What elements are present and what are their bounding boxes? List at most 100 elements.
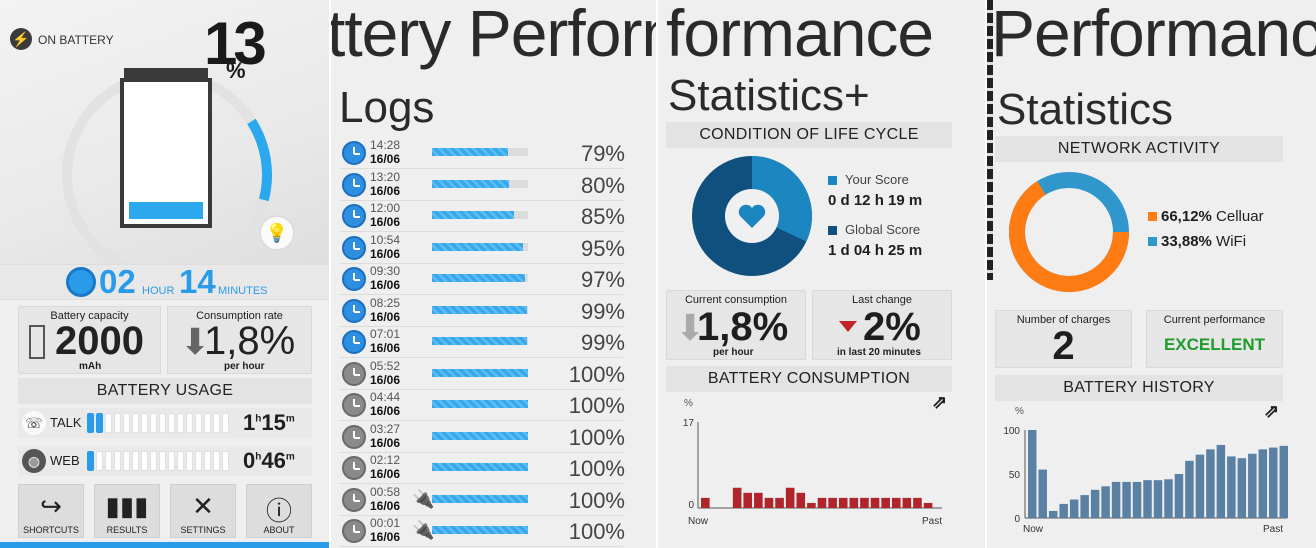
- log-date: 16/06: [370, 183, 401, 198]
- log-level-track: [432, 526, 528, 534]
- log-row[interactable]: 05:52 16/06 100%: [339, 359, 625, 390]
- consumption-bar: [817, 497, 827, 508]
- consumption-bar: [807, 502, 816, 508]
- statistics-title: Statistics: [997, 85, 1174, 134]
- log-row[interactable]: 04:44 16/06 100%: [339, 390, 625, 421]
- current-consumption-title: Current consumption: [684, 294, 788, 306]
- consumption-bar: [796, 492, 806, 508]
- info-icon: ⓘ: [265, 496, 292, 526]
- scroll-edge: [987, 0, 993, 280]
- log-time: 02:12: [370, 453, 401, 467]
- history-bar: [1269, 447, 1278, 518]
- log-level-track: [432, 463, 528, 471]
- panel-divider: [656, 0, 658, 548]
- battery-level-arc: [247, 118, 272, 202]
- log-row[interactable]: 09:30 16/06 97%: [339, 264, 625, 295]
- history-bar: [1248, 453, 1257, 518]
- log-row[interactable]: 10:54 16/06 95%: [339, 233, 625, 264]
- last-change-value: 2%: [863, 305, 921, 349]
- capacity-unit: mAh: [79, 361, 102, 372]
- log-percent: 97%: [580, 267, 625, 292]
- shortcuts-tile[interactable]: ↪ SHORTCUTS: [18, 484, 84, 538]
- cellular-slice: [1009, 181, 1129, 292]
- clock-icon: [342, 487, 366, 512]
- network-activity-header: NETWORK ACTIVITY: [995, 136, 1283, 162]
- clock-icon: [342, 456, 366, 480]
- log-percent: 100%: [568, 487, 625, 513]
- clock-icon: [342, 172, 366, 197]
- consumption-bar: [902, 497, 912, 508]
- consumption-bar: [701, 497, 710, 508]
- log-date: 16/06: [370, 498, 401, 513]
- log-percent: 100%: [568, 393, 625, 418]
- settings-tile[interactable]: ✕ SETTINGS: [170, 484, 236, 538]
- battery-icon: [120, 78, 212, 228]
- log-row[interactable]: 02:12 16/06 100%: [339, 453, 625, 484]
- log-level-fill: [432, 337, 527, 345]
- panel-divider: [329, 0, 331, 548]
- log-level-fill: [432, 463, 528, 471]
- log-time: 08:25: [370, 295, 401, 310]
- history-bar: [1122, 481, 1131, 518]
- remaining-hours: 02: [99, 263, 136, 300]
- charges-title: Number of charges: [1016, 314, 1111, 326]
- clock-icon: [342, 204, 366, 228]
- log-date: 16/06: [370, 435, 401, 450]
- about-tile[interactable]: ⓘ ABOUT: [246, 484, 312, 538]
- log-row[interactable]: 12:00 16/06 85%: [339, 201, 625, 232]
- history-bar: [1143, 480, 1152, 518]
- cellular-legend: 66,12% Celluar: [1161, 208, 1264, 225]
- log-level-track: [432, 400, 528, 408]
- history-bar: [1048, 510, 1058, 518]
- talk-usage-row: ☏ TALK 1h15m: [18, 408, 312, 438]
- log-percent: 99%: [580, 330, 625, 355]
- clock-icon: [342, 361, 366, 386]
- log-row[interactable]: 07:01 16/06 99%: [339, 327, 625, 358]
- clock-icon: [342, 141, 366, 165]
- remaining-minutes: 14: [179, 263, 216, 300]
- history-bar: [1237, 458, 1247, 518]
- wifi-swatch: [1148, 237, 1157, 246]
- log-row[interactable]: 00:01 16/06 🔌 100%: [339, 516, 625, 547]
- history-bar: [1174, 474, 1184, 518]
- external-link-icon[interactable]: ⇗: [1264, 401, 1280, 421]
- wifi-legend: 33,88% WiFi: [1161, 233, 1247, 250]
- log-level-fill: [432, 211, 514, 219]
- consumption-bar: [870, 497, 880, 508]
- phone-icon: ☏: [22, 411, 46, 435]
- history-y-unit: %: [1015, 406, 1024, 417]
- log-level-track: [432, 211, 528, 219]
- statistics-panel: Performance Statistics NETWORK ACTIVITY …: [987, 0, 1316, 548]
- clock-icon: [342, 393, 366, 417]
- log-row[interactable]: 08:25 16/06 99%: [339, 295, 625, 327]
- history-bar: [1069, 499, 1079, 518]
- triangle-down-icon: [839, 321, 857, 332]
- log-row[interactable]: 00:58 16/06 🔌 100%: [339, 485, 625, 516]
- log-row[interactable]: 13:20 16/06 80%: [339, 169, 625, 201]
- shortcut-arrow-icon: ↪: [40, 491, 62, 521]
- external-link-icon[interactable]: ⇗: [932, 392, 948, 412]
- lightbulb-icon[interactable]: 💡: [259, 215, 295, 251]
- statistics-plus-title: Statistics+: [668, 71, 870, 120]
- global-score-value: 1 d 04 h 25 m: [828, 242, 923, 259]
- consumption-bar: [838, 497, 848, 508]
- log-percent: 100%: [568, 424, 625, 450]
- consumption-bar: [881, 497, 890, 508]
- history-bar: [1164, 479, 1173, 518]
- log-row[interactable]: 03:27 16/06 100%: [339, 422, 625, 453]
- consumption-bar: [785, 487, 795, 508]
- global-score-swatch: [828, 226, 837, 235]
- clock-icon: [342, 519, 366, 543]
- heart-icon: [738, 204, 766, 228]
- log-time: 13:20: [370, 169, 401, 184]
- log-row[interactable]: 14:28 16/06 79%: [339, 138, 625, 169]
- history-bar: [1111, 481, 1121, 518]
- last-change-title: Last change: [852, 294, 912, 306]
- consumption-bar: [891, 497, 901, 508]
- panel-divider: [985, 0, 987, 548]
- consumption-bar: [775, 497, 784, 508]
- results-tile[interactable]: ▮▮▮ RESULTS: [94, 484, 160, 538]
- globe-icon: ◍: [22, 449, 46, 473]
- current-consumption-value: 1,8%: [697, 305, 789, 349]
- log-date: 16/06: [370, 404, 401, 418]
